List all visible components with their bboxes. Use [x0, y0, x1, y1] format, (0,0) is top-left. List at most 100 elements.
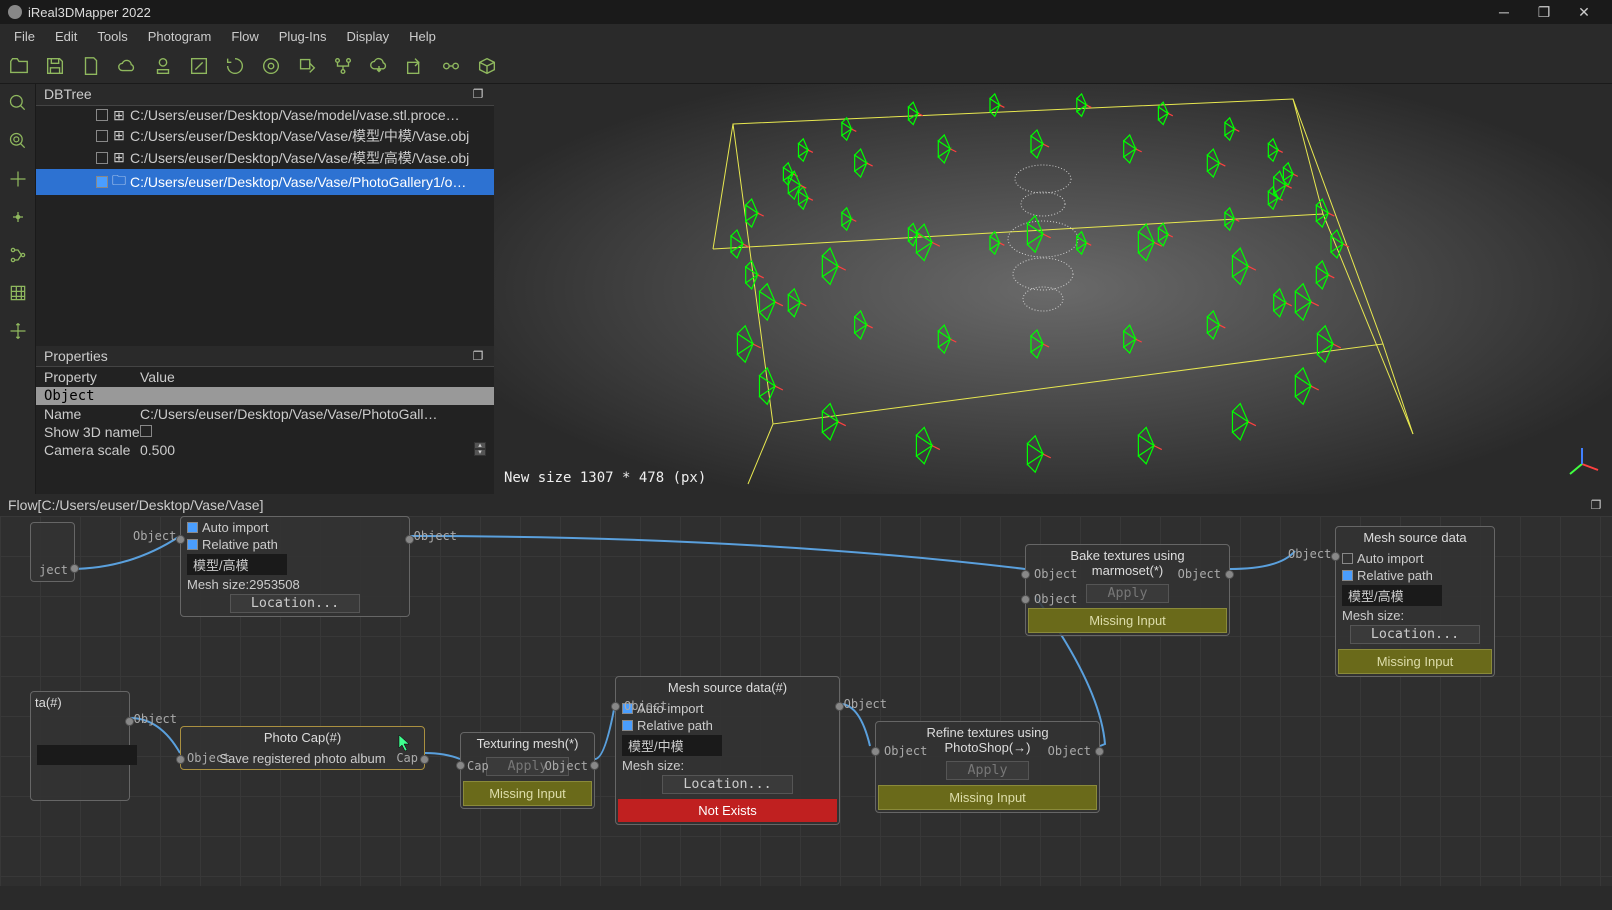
- port-out[interactable]: [835, 702, 844, 711]
- menu-file[interactable]: File: [4, 27, 45, 46]
- tree-item[interactable]: 🗀 C:/Users/euser/Desktop/Vase/Vase/Photo…: [36, 169, 494, 195]
- nodes-icon[interactable]: [3, 240, 33, 270]
- path-input[interactable]: 模型/高模: [1342, 585, 1442, 606]
- port-out[interactable]: [405, 535, 414, 544]
- port-out[interactable]: [1225, 570, 1234, 579]
- port-in[interactable]: [176, 755, 185, 764]
- flow-node-bake[interactable]: Bake textures using marmoset(*) Apply Mi…: [1025, 544, 1230, 636]
- relative-path-label: Relative path: [1357, 568, 1433, 583]
- rotate-icon[interactable]: [220, 51, 250, 81]
- cube-icon[interactable]: [472, 51, 502, 81]
- tree-item[interactable]: ⊞ C:/Users/euser/Desktop/Vase/Vase/模型/高模…: [36, 147, 494, 169]
- port-in[interactable]: [1331, 552, 1340, 561]
- zoom-icon[interactable]: [3, 88, 33, 118]
- crosshair-icon[interactable]: [3, 164, 33, 194]
- crosshair2-icon[interactable]: [3, 202, 33, 232]
- camera-scale-spinner[interactable]: ▴▾: [474, 442, 486, 458]
- mesh-icon: ⊞: [112, 149, 126, 166]
- flow-node-ta[interactable]: ta(#) Object: [30, 691, 130, 801]
- prop-value[interactable]: 0.500: [140, 442, 474, 458]
- graph-icon[interactable]: [328, 51, 358, 81]
- prop-value[interactable]: C:/Users/euser/Desktop/Vase/Vase/PhotoGa…: [140, 406, 486, 422]
- stamp-icon[interactable]: [148, 51, 178, 81]
- export-icon[interactable]: [400, 51, 430, 81]
- node-title: Mesh source data(#): [616, 677, 839, 698]
- menu-photogram[interactable]: Photogram: [138, 27, 222, 46]
- dbtree-header: DBTree ❐: [36, 84, 494, 106]
- prop-col-property: Property: [44, 369, 140, 385]
- menu-tools[interactable]: Tools: [87, 27, 137, 46]
- path-input[interactable]: 模型/中模: [622, 735, 722, 756]
- port-out[interactable]: [1095, 747, 1104, 756]
- apply-button[interactable]: Apply: [1086, 584, 1168, 603]
- port-out[interactable]: [420, 755, 429, 764]
- viewport-3d[interactable]: New size 1307 * 478 (px): [494, 84, 1612, 494]
- port-out[interactable]: [590, 761, 599, 770]
- zoom-fit-icon[interactable]: [3, 126, 33, 156]
- flow-node-mesh-source-3[interactable]: Mesh source data(#) Auto import Relative…: [615, 676, 840, 825]
- auto-import-checkbox[interactable]: [1342, 553, 1353, 564]
- cloud-icon[interactable]: [112, 51, 142, 81]
- tree-checkbox[interactable]: [96, 109, 108, 121]
- port-label: Object: [545, 759, 588, 773]
- grid-icon[interactable]: [3, 278, 33, 308]
- tree-item[interactable]: ⊞ C:/Users/euser/Desktop/Vase/Vase/模型/中模…: [36, 125, 494, 147]
- target-icon[interactable]: [256, 51, 286, 81]
- cloud-down-icon[interactable]: [364, 51, 394, 81]
- flow-restore-icon[interactable]: ❐: [1588, 497, 1604, 513]
- open-folder-icon[interactable]: [4, 51, 34, 81]
- relative-path-checkbox[interactable]: [622, 720, 633, 731]
- tree-checkbox[interactable]: [96, 152, 108, 164]
- prop-label: Name: [44, 406, 140, 422]
- location-button[interactable]: Location...: [662, 775, 792, 794]
- port-label: Object: [624, 699, 667, 713]
- link-icon[interactable]: [436, 51, 466, 81]
- port-in[interactable]: [871, 747, 880, 756]
- menu-display[interactable]: Display: [336, 27, 399, 46]
- relative-path-checkbox[interactable]: [1342, 570, 1353, 581]
- properties-restore-icon[interactable]: ❐: [470, 348, 486, 364]
- app-title: iReal3DMapper 2022: [28, 5, 1484, 20]
- ta-input[interactable]: [37, 745, 137, 765]
- port-out[interactable]: [70, 564, 79, 573]
- relative-path-checkbox[interactable]: [187, 539, 198, 550]
- flow-node-refine[interactable]: Refine textures using PhotoShop(→) Apply…: [875, 721, 1100, 813]
- flow-node-photo-cap[interactable]: Photo Cap(#) Save registered photo album…: [180, 726, 425, 770]
- minimize-button[interactable]: ─: [1484, 0, 1524, 24]
- menu-flow[interactable]: Flow: [221, 27, 268, 46]
- menu-edit[interactable]: Edit: [45, 27, 87, 46]
- maximize-button[interactable]: ❐: [1524, 0, 1564, 24]
- edit-icon[interactable]: [184, 51, 214, 81]
- port-in[interactable]: [1021, 595, 1030, 604]
- port-label: Object: [1048, 744, 1091, 758]
- tree-item[interactable]: ⊞ C:/Users/euser/Desktop/Vase/model/vase…: [36, 106, 494, 125]
- box-arrow-icon[interactable]: [292, 51, 322, 81]
- move-icon[interactable]: [3, 316, 33, 346]
- tree-checkbox[interactable]: [96, 130, 108, 142]
- flow-node-partial[interactable]: ject: [30, 522, 75, 582]
- port-in[interactable]: [456, 761, 465, 770]
- menu-help[interactable]: Help: [399, 27, 446, 46]
- flow-node-mesh-source-1[interactable]: Auto import Relative path 模型/高模 Mesh siz…: [180, 516, 410, 617]
- flow-node-mesh-source-2[interactable]: Mesh source data Auto import Relative pa…: [1335, 526, 1495, 677]
- menu-plugins[interactable]: Plug-Ins: [269, 27, 337, 46]
- path-input[interactable]: 模型/高模: [187, 554, 287, 575]
- prop-value: [140, 424, 486, 440]
- close-button[interactable]: ✕: [1564, 0, 1604, 24]
- doc-icon[interactable]: [76, 51, 106, 81]
- location-button[interactable]: Location...: [1350, 625, 1480, 644]
- port-in[interactable]: [176, 535, 185, 544]
- tree-checkbox[interactable]: [96, 176, 108, 188]
- flow-node-texturing[interactable]: Texturing mesh(*) Apply Missing Input Ca…: [460, 732, 595, 809]
- node-title: Texturing mesh(*): [461, 733, 594, 754]
- location-button[interactable]: Location...: [230, 594, 360, 613]
- port-in[interactable]: [1021, 570, 1030, 579]
- apply-button[interactable]: Apply: [946, 761, 1028, 780]
- port-in[interactable]: [611, 702, 620, 711]
- port-out[interactable]: [125, 717, 134, 726]
- show-3d-checkbox[interactable]: [140, 425, 152, 437]
- dbtree-restore-icon[interactable]: ❐: [470, 86, 486, 102]
- flow-canvas[interactable]: ject Auto import Relative path 模型/高模 Mes…: [0, 516, 1612, 886]
- save-icon[interactable]: [40, 51, 70, 81]
- auto-import-checkbox[interactable]: [187, 522, 198, 533]
